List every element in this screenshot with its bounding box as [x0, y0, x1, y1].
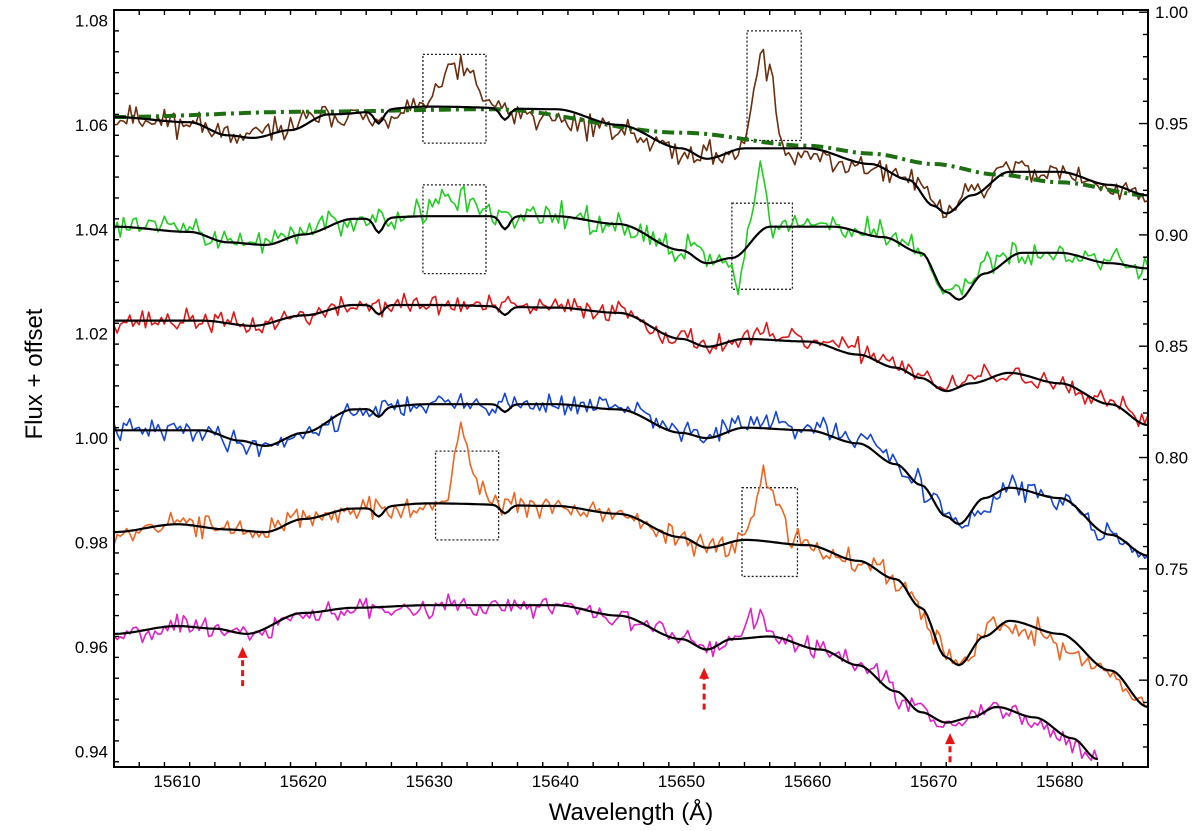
spectrum-5-line — [114, 421, 1148, 709]
spectrum-1-line — [114, 48, 1148, 219]
x-tick-label: 15670 — [910, 772, 957, 791]
y-left-tick-label: 1.02 — [75, 325, 108, 344]
line-marker-arrow-1 — [237, 646, 248, 687]
x-tick-label: 15660 — [784, 772, 831, 791]
spectrum-6-model-fit — [114, 604, 1098, 761]
y-left-tick-label: 1.08 — [75, 11, 108, 30]
x-tick-label: 15620 — [280, 772, 327, 791]
y-left-tick-label: 0.96 — [75, 638, 108, 657]
line-marker-arrow-3 — [945, 733, 956, 767]
spectrum-1-model-fit — [114, 105, 1148, 215]
y-left-tick-label: 0.94 — [75, 742, 108, 761]
highlight-box-3 — [422, 184, 487, 275]
highlight-box-2 — [746, 30, 802, 142]
y-axis-left: 0.94 0.96 0.98 1.00 1.02 1.04 1.06 1.08 — [75, 9, 119, 763]
spectrum-2-model-fit — [114, 215, 1148, 301]
x-axis: 15610 15620 15630 15640 15650 15660 15670 15680 — [113, 10, 1149, 791]
spectrum-4-model-fit — [114, 403, 1148, 557]
spectrum-3-line — [114, 292, 1148, 428]
plot-content — [114, 30, 1148, 767]
continuum-fit-line — [114, 107, 1148, 198]
y-left-tick-label: 1.00 — [75, 429, 108, 448]
y-left-tick-label: 1.06 — [75, 116, 108, 135]
highlight-box-1 — [422, 53, 487, 144]
y-right-tick-label: 0.90 — [1155, 226, 1188, 245]
y-right-tick-label: 0.80 — [1155, 449, 1188, 468]
highlight-box-5 — [434, 450, 500, 541]
line-marker-arrow-2 — [699, 667, 710, 710]
y-right-tick-label: 1.00 — [1155, 3, 1188, 22]
y-right-tick-label: 0.70 — [1155, 671, 1188, 690]
y-right-tick-label: 0.75 — [1155, 560, 1188, 579]
y-axis-right: 0.70 0.75 0.80 0.85 0.90 0.95 1.00 — [1139, 3, 1188, 748]
spectrum-3-model-fit — [114, 303, 1148, 427]
x-tick-label: 15630 — [406, 772, 453, 791]
y-left-tick-label: 1.04 — [75, 220, 108, 239]
x-axis-title: Wavelength (Å) — [549, 798, 714, 826]
y-axis-title: Flux + offset — [21, 308, 48, 439]
x-tick-label: 15680 — [1036, 772, 1083, 791]
plot-frame — [113, 9, 1149, 768]
y-right-tick-label: 0.85 — [1155, 337, 1188, 356]
x-tick-label: 15640 — [532, 772, 579, 791]
x-tick-label: 15610 — [153, 772, 200, 791]
spectrum-6-line — [114, 593, 1099, 762]
y-left-tick-label: 0.98 — [75, 534, 108, 553]
spectrum-5-model-fit — [114, 502, 1148, 709]
highlight-box-4 — [731, 202, 794, 290]
y-right-tick-label: 0.95 — [1155, 115, 1188, 134]
x-tick-label: 15650 — [658, 772, 705, 791]
highlight-box-6 — [741, 487, 799, 578]
